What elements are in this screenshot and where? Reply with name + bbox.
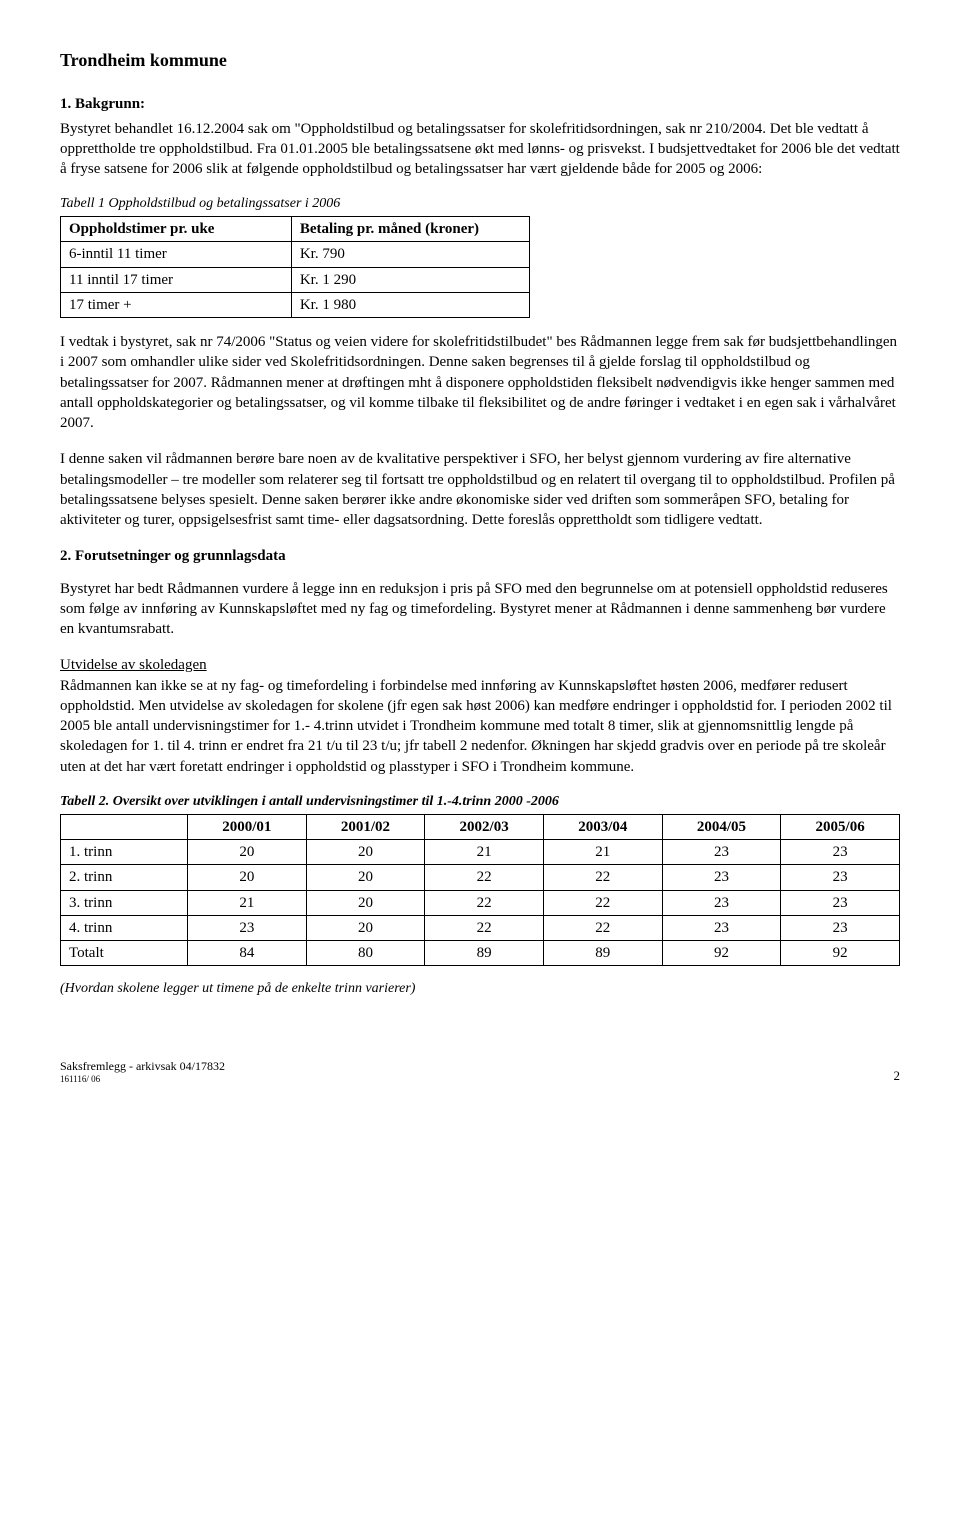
table-2: 2000/01 2001/02 2002/03 2003/04 2004/05 … [60,814,900,967]
table-cell: 22 [543,865,662,890]
table-cell: 92 [662,941,781,966]
table-row: Totalt 84 80 89 89 92 92 [61,941,900,966]
table-cell: 20 [306,840,425,865]
table-cell: 1. trinn [61,840,188,865]
table-header-cell: 2005/06 [781,814,900,839]
table-cell: Kr. 1 290 [291,267,529,292]
table-header-row: 2000/01 2001/02 2002/03 2003/04 2004/05 … [61,814,900,839]
section-2-para-1: Bystyret har bedt Rådmannen vurdere å le… [60,579,900,640]
table-cell: 22 [425,865,544,890]
table-cell: 23 [662,840,781,865]
body-para-3: I denne saken vil rådmannen berøre bare … [60,449,900,530]
table-cell: 22 [543,915,662,940]
table-cell: 22 [425,890,544,915]
table-cell: 23 [781,865,900,890]
table-row: 1. trinn 20 20 21 21 23 23 [61,840,900,865]
table-1-caption: Tabell 1 Oppholdstilbud og betalingssats… [60,195,900,214]
table-cell: 23 [662,890,781,915]
table-cell: 80 [306,941,425,966]
table-header-cell [61,814,188,839]
table-cell: 23 [781,840,900,865]
table-cell: 22 [543,890,662,915]
table-cell: 4. trinn [61,915,188,940]
table-cell: 20 [306,890,425,915]
table-header-cell: 2000/01 [188,814,307,839]
footer-archive-ref: Saksfremlegg - arkivsak 04/17832 [60,1059,225,1073]
section-2-para-2: Rådmannen kan ikke se at ny fag- og time… [60,676,900,777]
table-header-cell: 2002/03 [425,814,544,839]
section-1-para-1: Bystyret behandlet 16.12.2004 sak om "Op… [60,119,900,180]
table-cell: 3. trinn [61,890,188,915]
table-cell: 21 [425,840,544,865]
table-cell: 21 [188,890,307,915]
table-row: 3. trinn 21 20 22 22 23 23 [61,890,900,915]
table-row: 17 timer + Kr. 1 980 [61,292,530,317]
table-cell: Kr. 1 980 [291,292,529,317]
table-header-cell: Oppholdstimer pr. uke [61,217,292,242]
table-2-caption: Tabell 2. Oversikt over utviklingen i an… [60,793,900,812]
subsection-heading: Utvidelse av skoledagen [60,655,900,675]
table-cell: 89 [425,941,544,966]
table-header-cell: 2003/04 [543,814,662,839]
document-title: Trondheim kommune [60,48,900,72]
table-cell: Kr. 790 [291,242,529,267]
table-cell: 23 [662,915,781,940]
table-row: 6-inntil 11 timer Kr. 790 [61,242,530,267]
table-cell: 20 [188,865,307,890]
table-cell: 23 [781,915,900,940]
section-2-heading: 2. Forutsetninger og grunnlagsdata [60,546,900,566]
table-cell: 84 [188,941,307,966]
table-cell: 2. trinn [61,865,188,890]
footer-left: Saksfremlegg - arkivsak 04/17832 161116/… [60,1059,225,1084]
table-1: Oppholdstimer pr. uke Betaling pr. måned… [60,216,530,318]
page-number: 2 [894,1067,901,1085]
table-header-cell: Betaling pr. måned (kroner) [291,217,529,242]
footer-doc-id: 161116/ 06 [60,1074,225,1085]
table-row: 11 inntil 17 timer Kr. 1 290 [61,267,530,292]
table-cell: 6-inntil 11 timer [61,242,292,267]
table-row: 4. trinn 23 20 22 22 23 23 [61,915,900,940]
table-header-cell: 2001/02 [306,814,425,839]
table-cell: 20 [306,915,425,940]
table-cell: 23 [662,865,781,890]
table-cell: Totalt [61,941,188,966]
section-1-heading: 1. Bakgrunn: [60,94,900,114]
table-cell: 23 [781,890,900,915]
table-row: 2. trinn 20 20 22 22 23 23 [61,865,900,890]
table-cell: 21 [543,840,662,865]
page-footer: Saksfremlegg - arkivsak 04/17832 161116/… [60,1059,900,1084]
table-cell: 11 inntil 17 timer [61,267,292,292]
table-cell: 20 [188,840,307,865]
table-header-row: Oppholdstimer pr. uke Betaling pr. måned… [61,217,530,242]
table-cell: 23 [188,915,307,940]
table-cell: 20 [306,865,425,890]
table-header-cell: 2004/05 [662,814,781,839]
table-cell: 92 [781,941,900,966]
table-cell: 22 [425,915,544,940]
table-cell: 89 [543,941,662,966]
body-para-2: I vedtak i bystyret, sak nr 74/2006 "Sta… [60,332,900,433]
table-cell: 17 timer + [61,292,292,317]
table-2-note: (Hvordan skolene legger ut timene på de … [60,980,900,999]
